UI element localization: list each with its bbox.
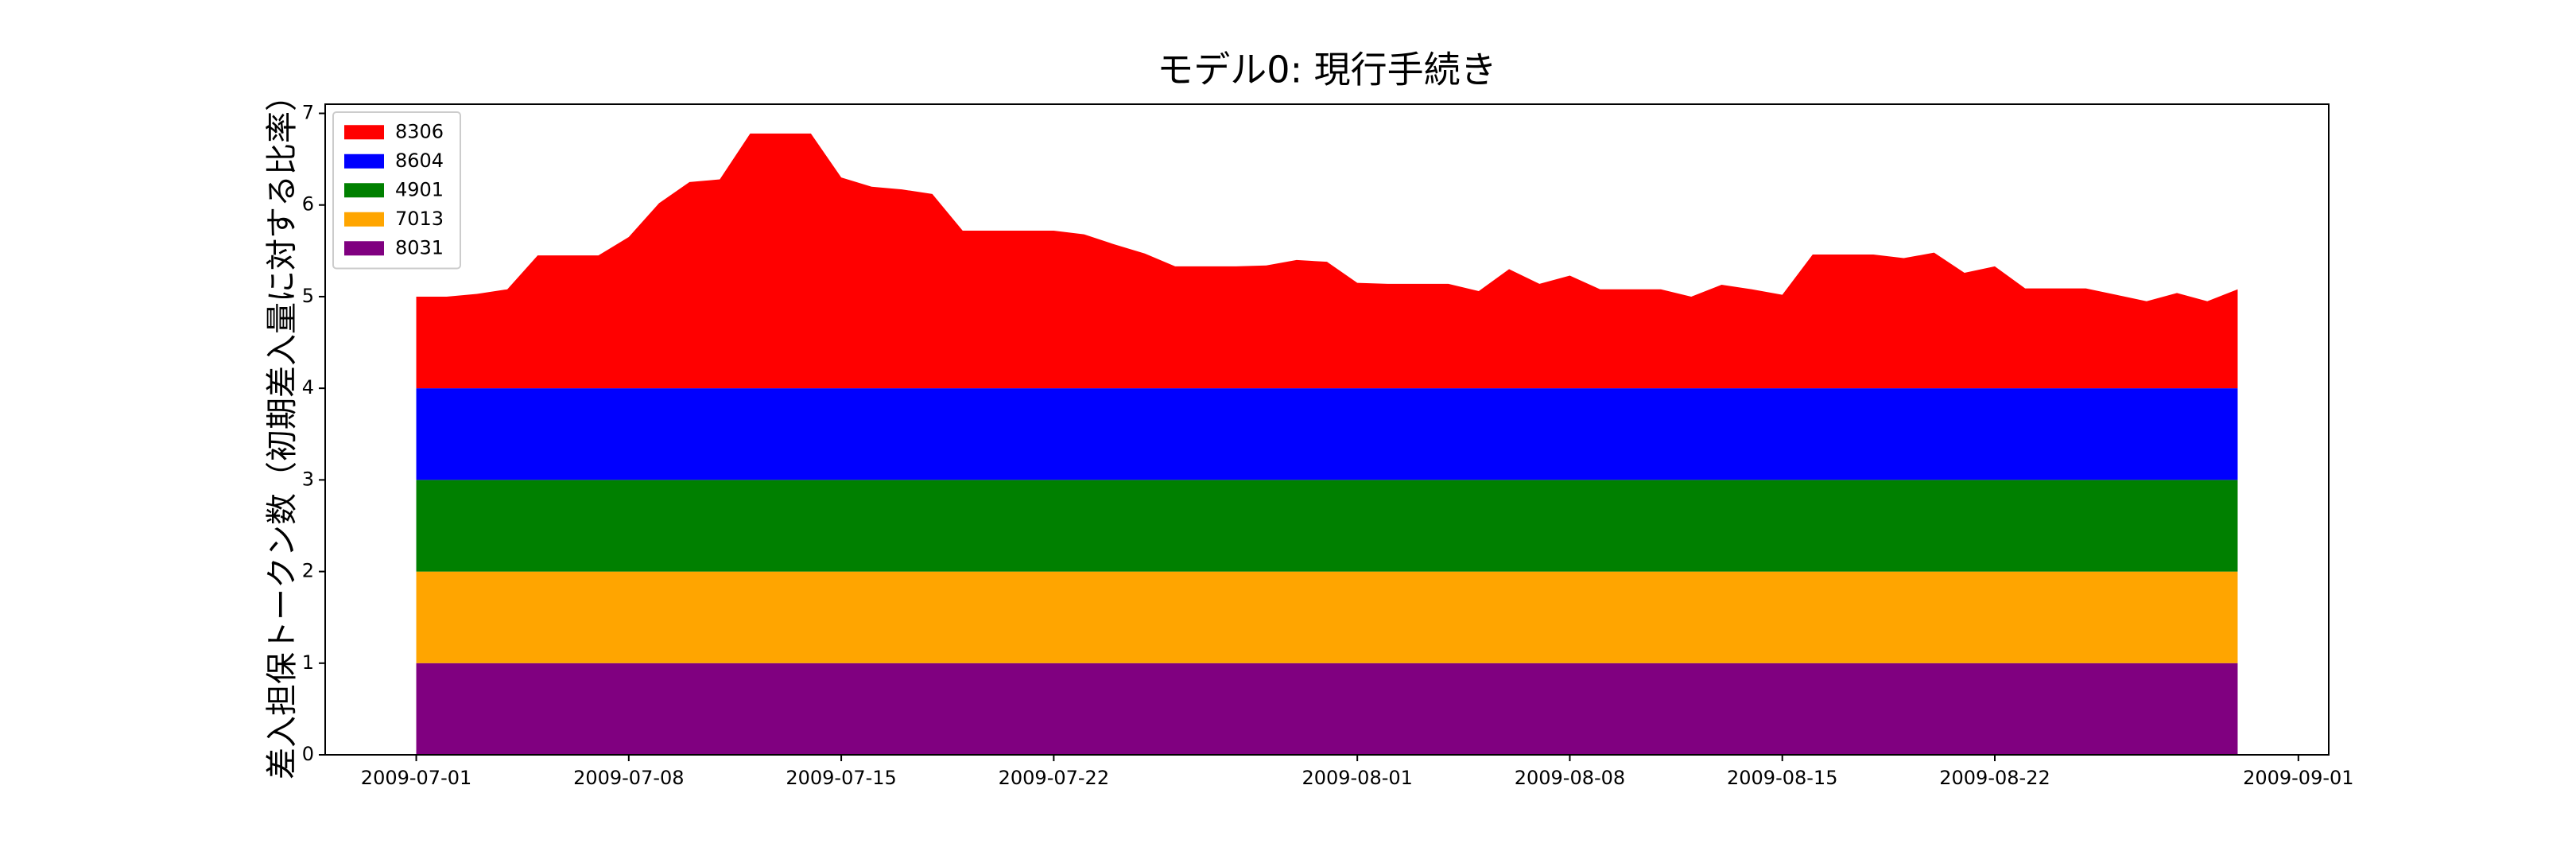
legend-label: 7013 <box>395 208 444 230</box>
legend-frame <box>332 111 461 270</box>
x-tick-label: 2009-08-15 <box>1727 767 1837 789</box>
legend-swatch <box>344 183 384 198</box>
legend-label: 8604 <box>395 150 444 172</box>
axes-frame <box>324 103 2330 756</box>
legend-label: 8031 <box>395 236 444 258</box>
y-tick-label: 1 <box>302 651 314 674</box>
y-tick-label: 7 <box>302 102 314 124</box>
area <box>416 663 2238 755</box>
x-tick-label: 2009-07-01 <box>361 767 471 789</box>
area <box>416 388 2238 480</box>
x-tick-label: 2009-09-01 <box>2243 767 2353 789</box>
y-tick-label: 0 <box>302 743 314 765</box>
x-tick-label: 2009-07-08 <box>573 767 684 789</box>
legend-label: 4901 <box>395 178 444 200</box>
y-tick-label: 3 <box>302 468 314 490</box>
legend-swatch <box>344 212 384 227</box>
area <box>416 133 2238 389</box>
y-tick-label: 5 <box>302 285 314 307</box>
y-tick-label: 4 <box>302 376 314 398</box>
area <box>416 480 2238 572</box>
legend-swatch <box>344 241 384 256</box>
x-tick-label: 2009-07-22 <box>999 767 1109 789</box>
x-tick-label: 2009-08-08 <box>1515 767 1625 789</box>
y-tick-label: 2 <box>302 560 314 582</box>
y-axis-label: 差入担保トークン数（初期差入量に対する比率） <box>264 80 301 779</box>
area <box>416 571 2238 663</box>
x-tick-label: 2009-08-22 <box>1939 767 2050 789</box>
legend-swatch <box>344 154 384 169</box>
x-tick-label: 2009-07-15 <box>786 767 896 789</box>
legend-label: 8306 <box>395 120 444 142</box>
x-tick-label: 2009-08-01 <box>1302 767 1412 789</box>
legend-swatch <box>344 125 384 140</box>
chart-title: モデル0: 現行手続き <box>1157 49 1496 91</box>
y-tick-label: 6 <box>302 193 314 216</box>
